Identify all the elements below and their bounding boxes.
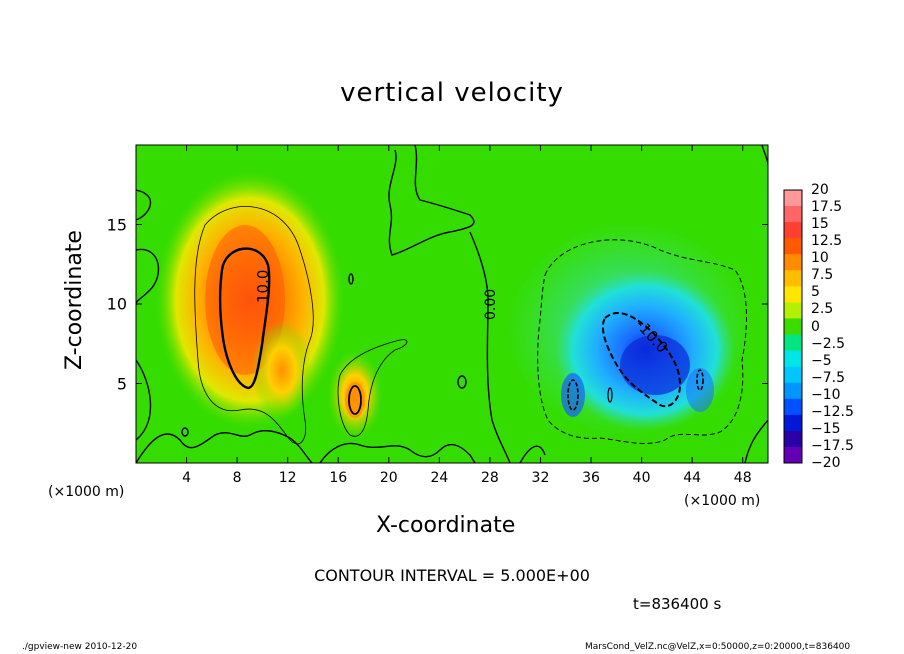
colorbar (783, 189, 803, 464)
contour-plus5-b (337, 339, 408, 437)
footer-left: ./gpview-new 2010-12-20 (22, 642, 138, 652)
x-axis-label: X-coordinate (376, 513, 516, 538)
axis-ticks (136, 145, 768, 463)
colorbar-label: −15 (811, 420, 841, 437)
colorbar-label: −7.5 (811, 369, 845, 386)
colorbar-segment (784, 318, 802, 336)
zero-contours (136, 145, 768, 463)
x-tick-label: 44 (683, 470, 702, 486)
x-tick-label: 16 (329, 470, 348, 486)
colorbar-segment (784, 270, 802, 287)
contour-interval-text: CONTOUR INTERVAL = 5.000E+00 (314, 566, 590, 585)
colorbar-label: −17.5 (811, 437, 854, 454)
z-unit-label: (×1000 m) (48, 484, 125, 500)
colorbar-segment (784, 190, 802, 207)
contour-plus5 (194, 206, 314, 445)
colorbar-label: 20 (811, 182, 829, 198)
footer-right: MarsCond_VelZ.nc@VelZ,x=0:50000,z=0:2000… (585, 642, 851, 652)
colorbar-segment (784, 414, 802, 432)
colorbar-segment (784, 222, 802, 239)
colorbar-label: −20 (811, 455, 841, 471)
colorbar-segment (784, 446, 802, 464)
colorbar-label: 12.5 (811, 233, 843, 250)
colorbar-label: 10 (811, 250, 829, 267)
contour-label-plus10: 10.0 (254, 270, 272, 303)
colorbar-segment (784, 398, 802, 416)
x-unit-label: (×1000 m) (684, 493, 761, 509)
colorbar-segment (784, 430, 802, 448)
colorbar-segment (784, 334, 802, 352)
heatmap-field (136, 145, 768, 463)
y-axis-label: Z-coordinate (62, 230, 87, 370)
colorbar-segment (784, 382, 802, 400)
colorbar-segment (784, 286, 802, 303)
colorbar-segment (784, 254, 802, 271)
contour-minus5 (537, 239, 747, 444)
contour-minus10 (601, 312, 682, 408)
x-tick-label: 12 (278, 470, 297, 486)
colorbar-segment (784, 366, 802, 384)
x-tick-label: 4 (182, 470, 192, 486)
x-tick-label: 8 (232, 470, 242, 486)
colorbar-label: −2.5 (811, 335, 845, 352)
y-tick-label: 10 (106, 294, 127, 314)
colorbar-label: 15 (811, 216, 829, 233)
colorbar-label: 7.5 (811, 267, 834, 284)
colorbar-label: 0 (811, 318, 820, 335)
contour-plus10 (218, 247, 271, 390)
colorbar-segment (784, 350, 802, 368)
colorbar-segment (784, 206, 802, 223)
colorbar-label: 17.5 (811, 199, 843, 216)
x-tick-label: 20 (379, 470, 398, 486)
x-tick-label: 40 (632, 470, 651, 486)
y-tick-label: 5 (116, 374, 127, 393)
time-label: t=836400 s (633, 595, 722, 613)
x-tick-label: 36 (582, 470, 600, 486)
colorbar-segment (784, 238, 802, 255)
contour-label-zero: 0.00 (483, 289, 499, 320)
colorbar-frame (783, 189, 803, 464)
colorbar-label: −5 (811, 352, 832, 369)
x-tick-label: 32 (531, 470, 550, 486)
colorbar-label: 5 (811, 284, 820, 301)
chart-title: vertical velocity (340, 78, 564, 108)
colorbar-label: 2.5 (811, 301, 834, 318)
x-tick-label: 28 (480, 470, 499, 486)
colorbar-label: −10 (811, 386, 841, 403)
x-tick-label: 48 (733, 470, 752, 486)
y-tick-label: 15 (106, 215, 127, 234)
colorbar-segment (784, 302, 802, 319)
x-tick-label: 24 (430, 470, 449, 486)
colorbar-label: −12.5 (811, 403, 854, 420)
